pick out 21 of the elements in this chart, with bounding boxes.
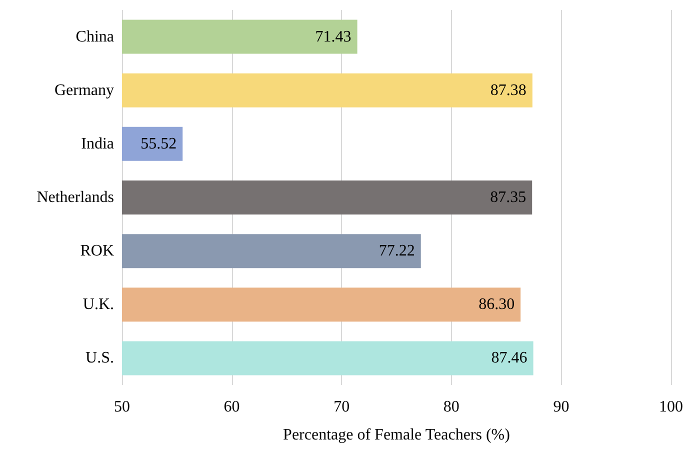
data-label: 71.43: [315, 28, 352, 46]
x-tick-label: 60: [224, 398, 240, 416]
data-label: 86.30: [478, 296, 515, 314]
x-tick-label: 70: [334, 398, 350, 416]
data-label: 55.52: [140, 135, 177, 152]
x-tick-label: 80: [443, 398, 460, 416]
y-tick-label: ROK: [80, 242, 114, 260]
y-tick-label: U.S.: [86, 350, 114, 367]
data-label: 87.38: [490, 82, 526, 99]
y-tick-label: Netherlands: [36, 189, 114, 206]
data-label: 87.35: [490, 189, 526, 206]
y-tick-label: U.K.: [82, 296, 114, 314]
y-tick-label: Germany: [54, 82, 114, 99]
y-tick-label: China: [76, 28, 114, 46]
x-tick-label: 100: [659, 398, 683, 416]
data-label: 77.22: [378, 242, 415, 260]
x-tick-label: 90: [553, 398, 570, 416]
y-tick-label: India: [81, 135, 114, 152]
data-label: 87.46: [491, 350, 528, 367]
x-axis-title: Percentage of Female Teachers (%): [283, 426, 510, 444]
x-tick-label: 50: [114, 398, 130, 416]
